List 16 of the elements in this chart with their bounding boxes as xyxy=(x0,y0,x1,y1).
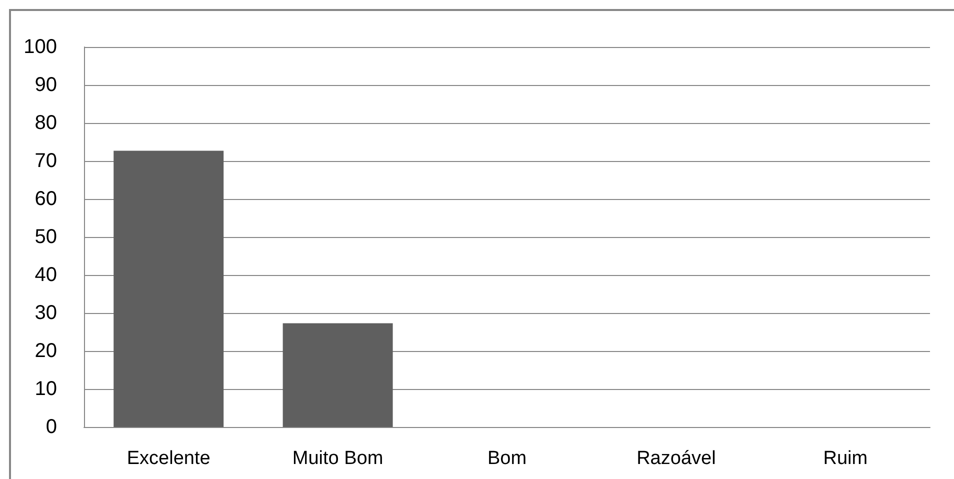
y-tick-label: 100 xyxy=(24,36,57,58)
y-tick-label: 10 xyxy=(34,378,57,400)
x-tick-label: Excelente xyxy=(126,448,210,469)
y-tick-label: 90 xyxy=(34,74,57,96)
y-tick-label: 80 xyxy=(34,112,57,134)
y-tick-label: 30 xyxy=(34,302,57,324)
y-tick-label: 50 xyxy=(34,226,57,248)
x-tick-label: Muito Bom xyxy=(292,448,384,469)
y-tick-label: 0 xyxy=(46,416,57,438)
x-tick-label: Razoável xyxy=(636,448,716,469)
x-tick-label: Bom xyxy=(487,448,527,469)
y-tick-label: 60 xyxy=(34,188,57,210)
y-tick-label: 40 xyxy=(34,264,57,286)
y-tick-label: 70 xyxy=(34,150,57,172)
x-tick-label: Ruim xyxy=(823,448,868,469)
y-tick-label: 20 xyxy=(34,340,57,362)
